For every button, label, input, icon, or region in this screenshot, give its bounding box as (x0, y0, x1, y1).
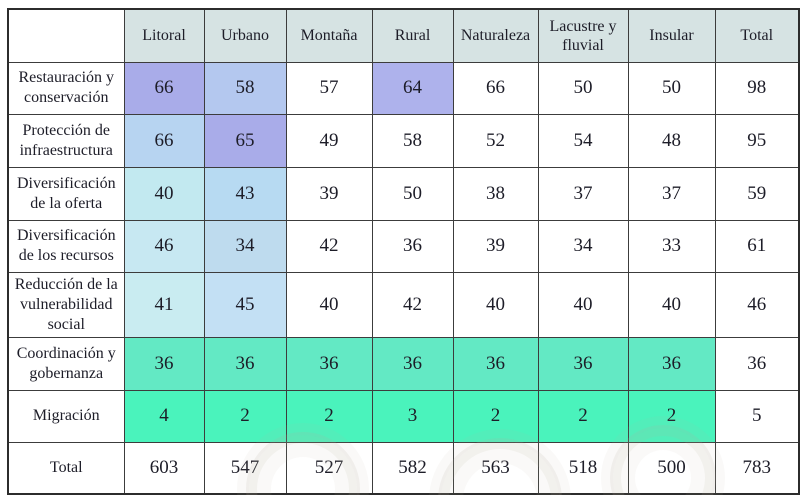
value-cell-total-insular: 500 (627, 441, 716, 495)
value-cell-coordinaci-n-y-gobernanza-rural: 36 (371, 336, 454, 391)
value-cell-migraci-n-lacustre-y-fluvial: 2 (537, 389, 629, 443)
column-header-monta-a: Montaña (285, 8, 373, 63)
value-cell-diversificaci-n-de-la-oferta-litoral: 40 (123, 166, 205, 221)
value-cell-diversificaci-n-de-los-recursos-litoral: 46 (123, 219, 205, 273)
value-cell-diversificaci-n-de-la-oferta-rural: 50 (371, 166, 454, 221)
value-cell-diversificaci-n-de-los-recursos-naturaleza: 39 (452, 219, 539, 273)
value-cell-total-urbano: 547 (203, 441, 287, 495)
value-cell-migraci-n-litoral: 4 (123, 389, 205, 443)
value-cell-diversificaci-n-de-los-recursos-insular: 33 (627, 219, 716, 273)
value-cell-protecci-n-de-infraestructura-insular: 48 (627, 113, 716, 168)
table-row-reducci-n-de-la-vulnerabilidad-social: Reducción de la vulnerabilidad social 41 4… (7, 271, 800, 338)
column-header-rural: Rural (371, 8, 454, 63)
row-label-protecci-n-de-infraestructura: Protección de infraestructura (7, 113, 125, 168)
corner-cell (7, 8, 125, 63)
table-row-restauraci-n-y-conservaci-n: Restauración y conservación 66 58 57 64 66 50 5… (7, 61, 800, 115)
header-row: Litoral Urbano Montaña Rural Naturaleza Lacus… (7, 8, 800, 63)
row-label-restauraci-n-y-conservaci-n: Restauración y conservación (7, 61, 125, 115)
value-cell-diversificaci-n-de-los-recursos-rural: 36 (371, 219, 454, 273)
row-label-total: Total (7, 441, 125, 495)
value-cell-total-rural: 582 (371, 441, 454, 495)
value-cell-restauraci-n-y-conservaci-n-naturaleza: 66 (452, 61, 539, 115)
value-cell-reducci-n-de-la-vulnerabilidad-social-lacustre-y-fluvial: 40 (537, 271, 629, 338)
column-header-total: Total (714, 8, 800, 63)
value-cell-protecci-n-de-infraestructura-monta-a: 49 (285, 113, 373, 168)
value-cell-total-monta-a: 527 (285, 441, 373, 495)
value-cell-total-total: 783 (714, 441, 800, 495)
column-header-naturaleza: Naturaleza (452, 8, 539, 63)
value-cell-diversificaci-n-de-la-oferta-urbano: 43 (203, 166, 287, 221)
value-cell-protecci-n-de-infraestructura-litoral: 66 (123, 113, 205, 168)
table-row-diversificaci-n-de-los-recursos: Diversificación de los recursos 46 34 42 36 3… (7, 219, 800, 273)
table-row-protecci-n-de-infraestructura: Protección de infraestructura 66 65 49 58 52 5… (7, 113, 800, 168)
table-figure: Litoral Urbano Montaña Rural Naturaleza Lacus… (0, 8, 804, 495)
column-header-insular: Insular (627, 8, 716, 63)
value-cell-migraci-n-urbano: 2 (203, 389, 287, 443)
value-cell-protecci-n-de-infraestructura-lacustre-y-fluvial: 54 (537, 113, 629, 168)
value-cell-restauraci-n-y-conservaci-n-litoral: 66 (123, 61, 205, 115)
value-cell-diversificaci-n-de-la-oferta-total: 59 (714, 166, 800, 221)
value-cell-diversificaci-n-de-la-oferta-monta-a: 39 (285, 166, 373, 221)
value-cell-migraci-n-rural: 3 (371, 389, 454, 443)
value-cell-total-lacustre-y-fluvial: 518 (537, 441, 629, 495)
value-cell-migraci-n-total: 5 (714, 389, 800, 443)
value-cell-restauraci-n-y-conservaci-n-rural: 64 (371, 61, 454, 115)
value-cell-protecci-n-de-infraestructura-rural: 58 (371, 113, 454, 168)
value-cell-migraci-n-monta-a: 2 (285, 389, 373, 443)
value-cell-coordinaci-n-y-gobernanza-naturaleza: 36 (452, 336, 539, 391)
value-cell-reducci-n-de-la-vulnerabilidad-social-urbano: 45 (203, 271, 287, 338)
value-cell-reducci-n-de-la-vulnerabilidad-social-total: 46 (714, 271, 800, 338)
value-cell-diversificaci-n-de-los-recursos-lacustre-y-fluvial: 34 (537, 219, 629, 273)
row-label-reducci-n-de-la-vulnerabilidad-social: Reducción de la vulnerabilidad social (7, 271, 125, 338)
value-cell-migraci-n-naturaleza: 2 (452, 389, 539, 443)
value-cell-restauraci-n-y-conservaci-n-lacustre-y-fluvial: 50 (537, 61, 629, 115)
value-cell-coordinaci-n-y-gobernanza-total: 36 (714, 336, 800, 391)
value-cell-reducci-n-de-la-vulnerabilidad-social-monta-a: 40 (285, 271, 373, 338)
value-cell-reducci-n-de-la-vulnerabilidad-social-rural: 42 (371, 271, 454, 338)
value-cell-restauraci-n-y-conservaci-n-monta-a: 57 (285, 61, 373, 115)
value-cell-diversificaci-n-de-la-oferta-insular: 37 (627, 166, 716, 221)
value-cell-migraci-n-insular: 2 (627, 389, 716, 443)
value-cell-restauraci-n-y-conservaci-n-urbano: 58 (203, 61, 287, 115)
row-label-migraci-n: Migración (7, 389, 125, 443)
value-cell-reducci-n-de-la-vulnerabilidad-social-naturaleza: 40 (452, 271, 539, 338)
value-cell-coordinaci-n-y-gobernanza-insular: 36 (627, 336, 716, 391)
value-cell-diversificaci-n-de-los-recursos-urbano: 34 (203, 219, 287, 273)
value-cell-protecci-n-de-infraestructura-total: 95 (714, 113, 800, 168)
table-row-total: Total 603 547 527 582 563 518 500 783 (7, 441, 800, 495)
value-cell-coordinaci-n-y-gobernanza-urbano: 36 (203, 336, 287, 391)
value-cell-reducci-n-de-la-vulnerabilidad-social-insular: 40 (627, 271, 716, 338)
value-cell-diversificaci-n-de-los-recursos-monta-a: 42 (285, 219, 373, 273)
value-cell-restauraci-n-y-conservaci-n-insular: 50 (627, 61, 716, 115)
table-body: Restauración y conservación 66 58 57 64 66 50 5… (7, 61, 800, 495)
row-label-coordinaci-n-y-gobernanza: Coordinación y gobernanza (7, 336, 125, 391)
value-cell-diversificaci-n-de-los-recursos-total: 61 (714, 219, 800, 273)
row-label-diversificaci-n-de-la-oferta: Diversificación de la oferta (7, 166, 125, 221)
value-cell-protecci-n-de-infraestructura-urbano: 65 (203, 113, 287, 168)
value-cell-coordinaci-n-y-gobernanza-litoral: 36 (123, 336, 205, 391)
value-cell-diversificaci-n-de-la-oferta-naturaleza: 38 (452, 166, 539, 221)
value-cell-restauraci-n-y-conservaci-n-total: 98 (714, 61, 800, 115)
column-header-lacustre-y-fluvial: Lacustre y fluvial (537, 8, 629, 63)
value-cell-coordinaci-n-y-gobernanza-monta-a: 36 (285, 336, 373, 391)
column-header-urbano: Urbano (203, 8, 287, 63)
column-header-litoral: Litoral (123, 8, 205, 63)
value-cell-reducci-n-de-la-vulnerabilidad-social-litoral: 41 (123, 271, 205, 338)
value-cell-diversificaci-n-de-la-oferta-lacustre-y-fluvial: 37 (537, 166, 629, 221)
table-row-coordinaci-n-y-gobernanza: Coordinación y gobernanza 36 36 36 36 36 36 36 3… (7, 336, 800, 391)
row-label-diversificaci-n-de-los-recursos: Diversificación de los recursos (7, 219, 125, 273)
value-cell-total-litoral: 603 (123, 441, 205, 495)
table-row-diversificaci-n-de-la-oferta: Diversificación de la oferta 40 43 39 50 38 37… (7, 166, 800, 221)
value-cell-coordinaci-n-y-gobernanza-lacustre-y-fluvial: 36 (537, 336, 629, 391)
value-cell-protecci-n-de-infraestructura-naturaleza: 52 (452, 113, 539, 168)
table-row-migraci-n: Migración 4 2 2 3 2 2 2 5 (7, 389, 800, 443)
value-cell-total-naturaleza: 563 (452, 441, 539, 495)
data-table: Litoral Urbano Montaña Rural Naturaleza Lacus… (7, 8, 800, 495)
